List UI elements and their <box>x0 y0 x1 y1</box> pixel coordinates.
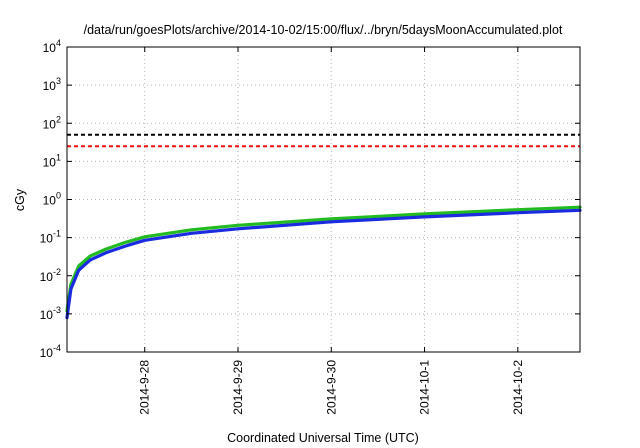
chart-title: /data/run/goesPlots/archive/2014-10-02/1… <box>84 23 563 37</box>
y-axis-label: cGy <box>13 188 27 211</box>
x-tick-label: 2014-9-29 <box>231 360 245 415</box>
tick-layer: 10-4 10-3 10-2 10-1 100 101 102 103 104 2014-9-28… <box>40 38 580 415</box>
x-tick-label: 2014-10-1 <box>418 360 432 415</box>
y-tick-label: 101 <box>43 152 61 169</box>
y-tick-label: 104 <box>43 38 61 55</box>
y-tick-label: 10-2 <box>40 267 61 284</box>
y-tick-label: 103 <box>43 76 61 93</box>
y-tick-label: 10-3 <box>40 305 61 322</box>
x-tick-label: 2014-9-28 <box>138 360 152 415</box>
series-layer <box>65 133 582 320</box>
grid-layer <box>67 47 580 352</box>
y-tick-label: 100 <box>43 191 61 208</box>
series-line-2 <box>65 208 582 320</box>
y-tick-label: 10-4 <box>40 343 61 360</box>
series-line-1 <box>65 205 582 313</box>
y-tick-label: 10-1 <box>40 229 61 246</box>
x-tick-label: 2014-9-30 <box>324 360 338 415</box>
x-tick-label: 2014-10-2 <box>511 360 525 415</box>
x-axis-label: Coordinated Universal Time (UTC) <box>227 431 419 445</box>
y-tick-label: 102 <box>43 114 61 131</box>
